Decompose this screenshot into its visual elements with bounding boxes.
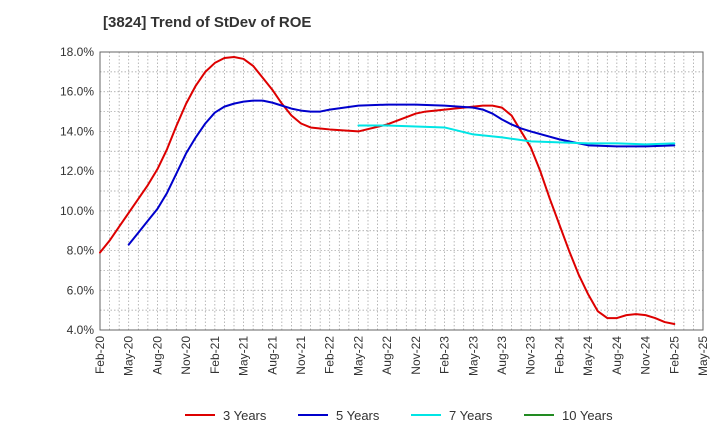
x-tick-label: Feb-21: [208, 336, 222, 374]
x-axis-ticks: Feb-20 May-20 Aug-20 Nov-20 Feb-21 May-21 Aug-…: [93, 336, 710, 376]
y-tick-label: 6.0%: [67, 283, 95, 297]
x-tick-label: Nov-20: [179, 336, 193, 375]
x-tick-label: Feb-24: [552, 336, 566, 374]
series-line-7-years: [357, 124, 676, 146]
y-axis-ticks: 4.0% 6.0% 8.0% 10.0% 12.0% 14.0% 16.0% 18.0%: [60, 45, 94, 337]
legend: 3 Years 5 Years 7 Years 10 Years: [185, 408, 613, 423]
x-tick-label: May-21: [237, 336, 251, 376]
y-tick-label: 12.0%: [60, 164, 94, 178]
x-tick-label: Nov-22: [409, 336, 423, 375]
x-tick-label: Aug-23: [495, 336, 509, 375]
x-tick-label: Aug-21: [265, 336, 279, 375]
axes: [99, 51, 704, 331]
y-tick-label: 8.0%: [67, 244, 95, 258]
y-tick-label: 18.0%: [60, 45, 94, 59]
x-tick-label: Feb-25: [667, 336, 681, 374]
y-tick-label: 16.0%: [60, 85, 94, 99]
x-tick-label: May-22: [351, 336, 365, 376]
x-tick-label: Feb-23: [438, 336, 452, 374]
series-lines: [99, 55, 676, 326]
x-tick-label: Aug-20: [150, 336, 164, 375]
x-tick-label: Nov-23: [524, 336, 538, 375]
x-tick-label: May-20: [122, 336, 136, 376]
y-tick-label: 10.0%: [60, 204, 94, 218]
x-tick-label: May-24: [581, 336, 595, 376]
legend-label: 5 Years: [336, 408, 380, 423]
x-tick-label: May-23: [466, 336, 480, 376]
y-tick-label: 4.0%: [67, 323, 95, 337]
legend-label: 7 Years: [449, 408, 493, 423]
chart-title: [3824] Trend of StDev of ROE: [103, 14, 312, 31]
legend-label: 10 Years: [562, 408, 613, 423]
y-tick-label: 14.0%: [60, 124, 94, 138]
x-tick-label: Aug-24: [610, 336, 624, 375]
grid: [99, 51, 704, 331]
x-tick-label: Nov-21: [294, 336, 308, 375]
x-tick-label: Feb-22: [323, 336, 337, 374]
plot-frame: [99, 51, 704, 331]
x-tick-label: Feb-20: [93, 336, 107, 374]
x-tick-label: Nov-24: [639, 336, 653, 375]
x-tick-label: May-25: [696, 336, 710, 376]
x-tick-label: Aug-22: [380, 336, 394, 375]
legend-label: 3 Years: [223, 408, 267, 423]
series-line-5-years: [127, 99, 676, 246]
